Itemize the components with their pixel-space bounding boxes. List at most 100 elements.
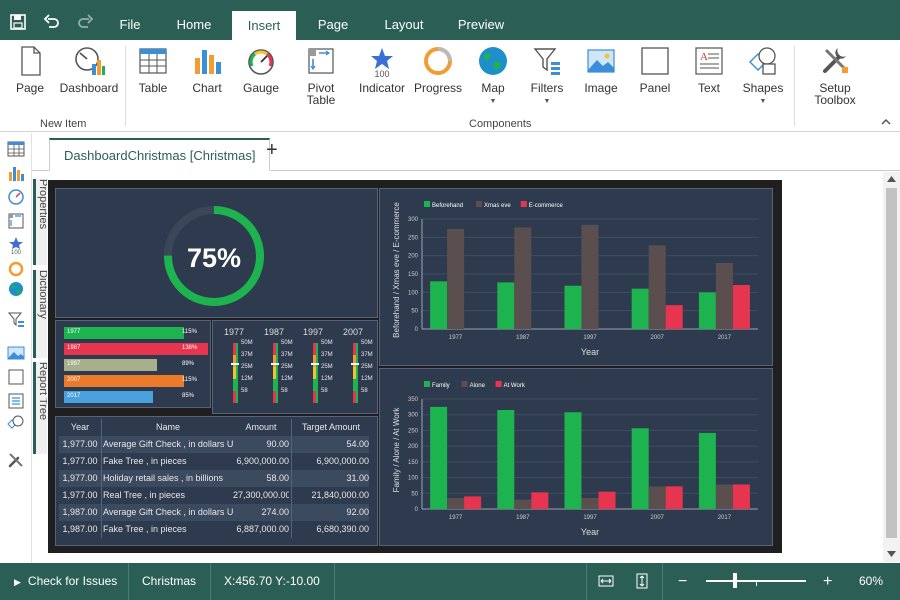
pivot-table-icon[interactable] (7, 212, 25, 230)
dashboard-button[interactable]: Dashboard (58, 44, 120, 94)
indicator-icon[interactable]: 100 (7, 236, 25, 254)
page-name[interactable]: Christmas (142, 574, 197, 588)
table-button[interactable]: Table (134, 44, 172, 94)
filters-button[interactable]: Filters ▼ (526, 44, 568, 108)
indicator-button[interactable]: 100 Indicator (358, 44, 406, 94)
panel-button[interactable]: Panel (636, 44, 674, 94)
bar[interactable] (631, 428, 649, 509)
vertical-scrollbar[interactable] (883, 172, 900, 562)
bar[interactable] (447, 228, 465, 329)
progress-button[interactable]: Progress (413, 44, 463, 94)
fit-page-icon[interactable] (634, 573, 650, 589)
legend-label[interactable]: At Work (504, 383, 526, 389)
legend-label[interactable]: Beforehand (432, 203, 463, 209)
legend-label[interactable]: E-commerce (529, 203, 564, 209)
gauge-icon[interactable] (7, 188, 25, 206)
bar[interactable] (715, 484, 733, 509)
linear-gauges-panel[interactable]: 1977 1987 1997 2007 50M 37M 25M 12M 58 50M 37M… (212, 320, 378, 414)
chart-button[interactable]: Chart (188, 44, 226, 94)
bar[interactable] (430, 281, 448, 329)
progress-icon[interactable] (7, 260, 25, 278)
bar[interactable] (732, 285, 750, 329)
side-tab-dictionary[interactable]: Dictionary (33, 270, 49, 358)
table-icon[interactable] (7, 140, 25, 158)
setup-toolbox-button[interactable]: Setup Toolbox (808, 44, 862, 106)
table-header-cell[interactable]: Year (70, 422, 90, 432)
redo-icon[interactable] (76, 13, 94, 31)
bar[interactable] (497, 410, 515, 509)
chart-icon[interactable] (7, 164, 25, 182)
tools-icon[interactable] (7, 451, 25, 469)
table-row[interactable]: 1,977.00 Holiday retail sales , in billio… (59, 470, 369, 487)
side-tab-report-tree[interactable]: Report Tree (33, 362, 49, 454)
bar[interactable] (514, 499, 532, 509)
gauge-button[interactable]: Gauge (242, 44, 280, 94)
tab-insert[interactable]: Insert (232, 11, 296, 40)
legend-label[interactable]: Xmas eve (484, 203, 511, 209)
panel-icon[interactable] (7, 368, 25, 386)
progress-bars-panel[interactable]: 1977 115% 1987 138% 1997 89% 2007 115% 2017 85% (55, 320, 211, 408)
table-header-cell[interactable]: Amount (245, 422, 277, 432)
bar[interactable] (430, 406, 448, 509)
globe-icon[interactable] (7, 280, 25, 298)
check-issues-button[interactable]: ▶ Check for Issues (14, 563, 117, 600)
bar[interactable] (581, 224, 599, 329)
map-button[interactable]: Map ▼ (475, 44, 511, 108)
image-icon[interactable] (7, 344, 25, 362)
bar[interactable] (631, 288, 649, 329)
zoom-in-button[interactable]: + (823, 573, 833, 590)
table-row[interactable]: 1,987.00 Average Gift Check , in dollars … (59, 504, 369, 521)
bar[interactable] (564, 285, 582, 329)
bar[interactable] (497, 282, 515, 329)
bar[interactable] (715, 263, 733, 329)
page-button[interactable]: Page (10, 44, 50, 94)
tab-page[interactable]: Page (317, 17, 349, 32)
table-row[interactable]: 1,977.00 Real Tree , in pieces 27,300,000.… (59, 487, 369, 504)
bar[interactable] (581, 498, 599, 509)
dashboard-canvas[interactable]: 75% 1977 115% 1987 138% 1997 89% 2007 115% 2017 8… (48, 180, 782, 553)
bar[interactable] (665, 305, 683, 329)
shapes-button[interactable]: Shapes ▼ (740, 44, 786, 108)
text-icon[interactable] (7, 392, 25, 410)
table-header-cell[interactable]: Target Amount (301, 422, 361, 432)
bar[interactable] (665, 486, 683, 509)
side-tab-properties[interactable]: Properties (33, 179, 49, 265)
scroll-up-icon[interactable] (887, 175, 896, 182)
tab-layout[interactable]: Layout (384, 17, 424, 32)
filter-icon[interactable] (7, 311, 25, 329)
add-tab-button[interactable]: + (266, 139, 278, 161)
chart-panel-bottom[interactable]: 0 50 100 150 200 250 300 350 1977 1987 1997 2007 201… (379, 368, 773, 546)
text-button[interactable]: A Text (690, 44, 728, 94)
tab-preview[interactable]: Preview (457, 17, 505, 32)
zoom-level[interactable]: 60% (859, 574, 884, 588)
zoom-slider-thumb[interactable] (733, 573, 737, 588)
undo-icon[interactable] (43, 13, 61, 31)
data-table-panel[interactable]: Year Name Amount Target Amount 1,977.00 Avera… (55, 416, 378, 546)
bar[interactable] (514, 227, 532, 329)
scrollbar-thumb[interactable] (886, 188, 897, 538)
table-row[interactable]: 1,987.00 Fake Tree , in pieces 6,887,000.0… (59, 521, 369, 538)
save-icon[interactable] (9, 13, 27, 31)
chart-panel-top[interactable]: 0 50 100 150 200 250 300 1977 1987 1997 2007 2017 Ye… (379, 188, 773, 366)
bar[interactable] (464, 496, 482, 509)
fit-width-icon[interactable] (598, 573, 614, 589)
table-header-cell[interactable]: Name (155, 422, 180, 432)
legend-label[interactable]: Alone (470, 383, 486, 389)
bar[interactable] (447, 498, 465, 509)
tab-home[interactable]: Home (176, 17, 212, 32)
progress-ring-panel[interactable]: 75% (55, 188, 378, 318)
bar[interactable] (531, 492, 549, 509)
bar[interactable] (564, 412, 582, 509)
zoom-slider[interactable] (706, 573, 806, 588)
image-button[interactable]: Image (582, 44, 620, 94)
bar[interactable] (648, 486, 666, 509)
scroll-down-icon[interactable] (887, 551, 896, 558)
bar[interactable] (732, 484, 750, 509)
pivot-table-button[interactable]: Pivot Table (298, 44, 344, 106)
shapes-icon[interactable] (7, 414, 25, 432)
table-row[interactable]: 1,977.00 Fake Tree , in pieces 6,900,000.0… (59, 453, 369, 470)
bar[interactable] (648, 245, 666, 329)
collapse-ribbon-icon[interactable] (880, 116, 892, 126)
legend-label[interactable]: Family (432, 383, 450, 389)
tab-file[interactable]: File (119, 17, 141, 32)
